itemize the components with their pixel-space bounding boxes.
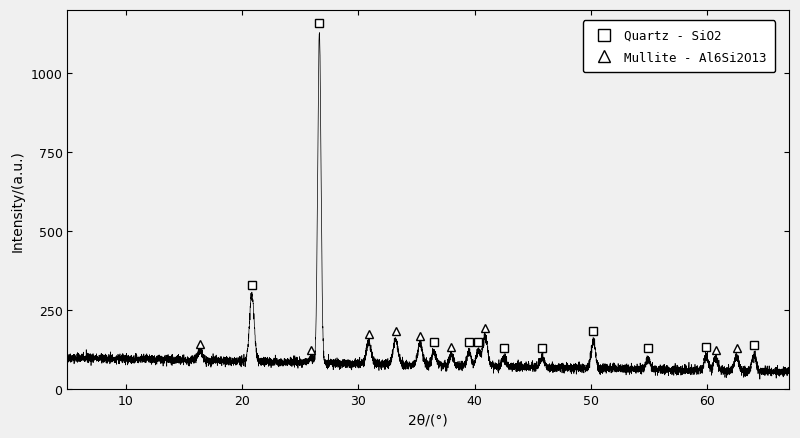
Y-axis label: Intensity/(a.u.): Intensity/(a.u.) — [11, 149, 25, 251]
Legend: Quartz - SiO2, Mullite - Al6Si2O13: Quartz - SiO2, Mullite - Al6Si2O13 — [583, 21, 775, 73]
X-axis label: 2θ/(°): 2θ/(°) — [408, 413, 448, 427]
